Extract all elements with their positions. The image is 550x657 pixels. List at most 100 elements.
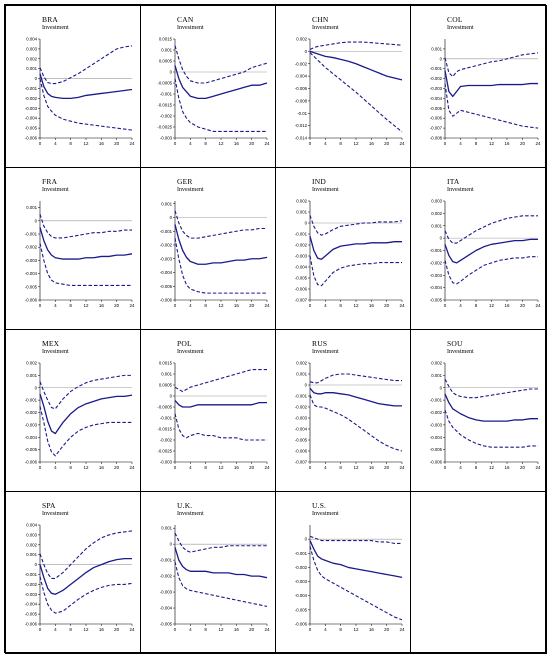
x-tick-label: 24 xyxy=(129,303,135,308)
x-tick-label: 0 xyxy=(174,303,177,308)
x-tick-label: 16 xyxy=(99,303,105,308)
y-tick-label: 0 xyxy=(170,542,173,547)
impulse-response-line xyxy=(309,387,402,407)
confidence-band-line xyxy=(174,561,268,607)
y-tick-label: -0.003 xyxy=(295,416,308,421)
x-tick-label: 4 xyxy=(54,465,57,470)
chart-panel: RUS Investment 0.002 0.001 0 -0.001 -0.002 -0.0… xyxy=(275,329,411,492)
impulse-response-line xyxy=(309,540,403,578)
x-tick-label: 20 xyxy=(384,303,390,308)
line-chart: 0.002 0.001 0 -0.001 -0.002 -0.003 -0.004 -0.00… xyxy=(295,361,405,471)
y-tick-label: -0.002 xyxy=(295,565,308,570)
chart-panel: GER Investment 0.001 0 -0.001 -0.002 -0.003 -0.… xyxy=(140,167,276,330)
confidence-band-line xyxy=(444,215,538,244)
x-tick-label: 16 xyxy=(369,141,375,146)
line-chart: 0.001 0 -0.001 -0.002 -0.003 -0.004 -0.005 -0.0… xyxy=(25,201,135,308)
chart-panel: CHN Investment 0.002 0 -0.002 -0.004 -0.006 -0.… xyxy=(275,5,411,168)
y-tick-label: -0.006 xyxy=(295,449,308,454)
x-tick-label: 16 xyxy=(369,303,375,308)
y-tick-label: 0.001 xyxy=(161,526,172,531)
chart-panel: COL Investment 0.001 0 -0.001 -0.002 -0.003 -0.… xyxy=(410,5,547,168)
x-tick-label: 12 xyxy=(83,303,89,308)
y-tick-label: -0.0005 xyxy=(157,81,172,86)
y-tick-label: -0.004 xyxy=(295,74,308,79)
x-tick-label: 0 xyxy=(309,303,312,308)
x-tick-label: 8 xyxy=(339,627,342,632)
x-tick-label: 24 xyxy=(129,141,135,146)
panel-title: SOU xyxy=(447,339,463,348)
y-tick-label: 0.001 xyxy=(431,46,442,51)
y-tick-label: 0.0015 xyxy=(159,37,173,42)
confidence-band-line xyxy=(174,210,267,239)
impulse-response-line xyxy=(39,73,133,100)
y-tick-label: 0.003 xyxy=(26,46,37,51)
x-tick-label: 0 xyxy=(39,303,42,308)
y-tick-label: -0.0025 xyxy=(157,449,172,454)
confidence-band-line xyxy=(309,255,402,287)
y-tick-label: -0.001 xyxy=(25,572,38,577)
x-tick-label: 16 xyxy=(234,141,240,146)
y-tick-label: -0.001 xyxy=(160,416,173,421)
y-tick-label: -0.002 xyxy=(160,574,173,579)
line-chart: 0.0015 0.001 0.0005 0 -0.0005 -0.001 -0.0015 -0… xyxy=(157,37,270,147)
y-tick-label: -0.001 xyxy=(25,232,38,237)
x-tick-label: 8 xyxy=(475,465,478,470)
x-tick-label: 4 xyxy=(459,465,462,470)
y-tick-label: 0.001 xyxy=(161,48,172,53)
y-tick-label: -0.005 xyxy=(295,607,308,612)
x-tick-label: 24 xyxy=(264,627,270,632)
y-tick-label: -0.007 xyxy=(430,126,443,131)
y-tick-label: 0 xyxy=(35,385,38,390)
y-tick-label: 0 xyxy=(35,76,38,81)
x-tick-label: 12 xyxy=(83,465,89,470)
x-tick-label: 8 xyxy=(204,627,207,632)
y-tick-label: -0.002 xyxy=(25,582,38,587)
y-tick-label: -0.001 xyxy=(160,558,173,563)
panel-subtitle: Investment xyxy=(312,511,339,517)
line-chart: 0.002 0.001 0 -0.001 -0.002 -0.003 -0.004 -0.00… xyxy=(295,199,405,309)
y-tick-label: -0.0015 xyxy=(157,427,172,432)
panel-title: CHN xyxy=(312,15,329,24)
panel-subtitle: Investment xyxy=(42,25,69,31)
x-tick-label: 8 xyxy=(475,141,478,146)
x-tick-label: 16 xyxy=(234,303,240,308)
y-tick-label: -0.004 xyxy=(25,435,38,440)
x-tick-label: 16 xyxy=(234,465,240,470)
y-tick-label: 0 xyxy=(170,70,173,75)
x-tick-label: 16 xyxy=(369,465,375,470)
y-tick-label: 0.001 xyxy=(431,373,442,378)
x-tick-label: 20 xyxy=(384,627,390,632)
x-tick-label: 0 xyxy=(174,627,177,632)
x-tick-label: 0 xyxy=(174,141,177,146)
y-tick-label: -0.006 xyxy=(25,298,38,303)
x-tick-label: 12 xyxy=(218,303,224,308)
panel-title: GER xyxy=(177,177,193,186)
panel-title: IND xyxy=(312,177,326,186)
x-tick-label: 0 xyxy=(39,141,42,146)
x-tick-label: 0 xyxy=(309,465,312,470)
confidence-band-line xyxy=(309,373,402,384)
y-tick-label: 0 xyxy=(440,385,443,390)
y-tick-label: -0.004 xyxy=(25,602,38,607)
x-tick-label: 24 xyxy=(399,303,405,308)
y-tick-label: -0.006 xyxy=(295,622,308,627)
y-tick-label: -0.002 xyxy=(430,76,443,81)
x-tick-label: 4 xyxy=(189,303,192,308)
y-tick-label: 0.0015 xyxy=(159,361,173,366)
x-tick-label: 8 xyxy=(204,141,207,146)
x-tick-label: 0 xyxy=(39,465,42,470)
y-tick-label: -0.004 xyxy=(295,593,308,598)
y-tick-label: -0.006 xyxy=(25,136,38,141)
y-tick-label: -0.004 xyxy=(295,427,308,432)
x-tick-label: 4 xyxy=(324,141,327,146)
x-tick-label: 24 xyxy=(399,627,405,632)
x-tick-label: 24 xyxy=(264,465,270,470)
panel-subtitle: Investment xyxy=(42,511,69,517)
y-tick-label: -0.001 xyxy=(295,551,308,556)
y-tick-label: -0.006 xyxy=(25,622,38,627)
panel-title: ITA xyxy=(447,177,460,186)
y-tick-label: -0.005 xyxy=(160,284,173,289)
y-tick-label: 0.004 xyxy=(26,37,37,42)
y-tick-label: -0.001 xyxy=(160,229,173,234)
y-tick-label: -0.003 xyxy=(430,86,443,91)
